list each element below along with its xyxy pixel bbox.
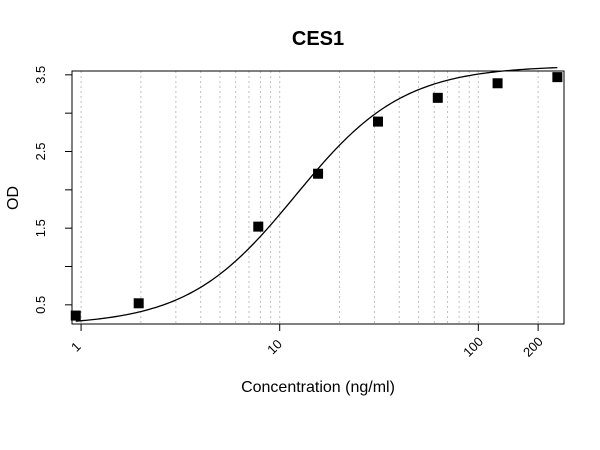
- grid: [80, 71, 539, 324]
- chart-title: CES1: [292, 28, 344, 50]
- data-point: [432, 92, 443, 103]
- data-point: [133, 298, 144, 309]
- x-tick-label: 200: [520, 334, 546, 360]
- x-tick-label: 10: [264, 336, 285, 357]
- data-point: [253, 221, 264, 232]
- data-points: [70, 72, 563, 321]
- x-axis: 1 10 100 200: [68, 324, 546, 360]
- data-point: [492, 78, 503, 89]
- data-point: [372, 116, 383, 127]
- data-point: [70, 310, 81, 321]
- x-tick-label: 100: [460, 334, 486, 360]
- fit-curve: [75, 66, 558, 322]
- y-axis-label: OD: [5, 186, 22, 210]
- y-tick-label: 2.5: [33, 142, 48, 160]
- data-point: [313, 168, 324, 179]
- plot-frame: [71, 70, 565, 325]
- y-axis: 0.5 1.5 2.5 3.5: [33, 66, 72, 314]
- x-axis-label: Concentration (ng/ml): [241, 379, 395, 396]
- y-tick-label: 1.5: [33, 219, 48, 237]
- y-tick-label: 3.5: [33, 66, 48, 84]
- x-tick-label: 1: [68, 339, 84, 355]
- data-point: [552, 72, 563, 83]
- y-tick-label: 0.5: [33, 296, 48, 314]
